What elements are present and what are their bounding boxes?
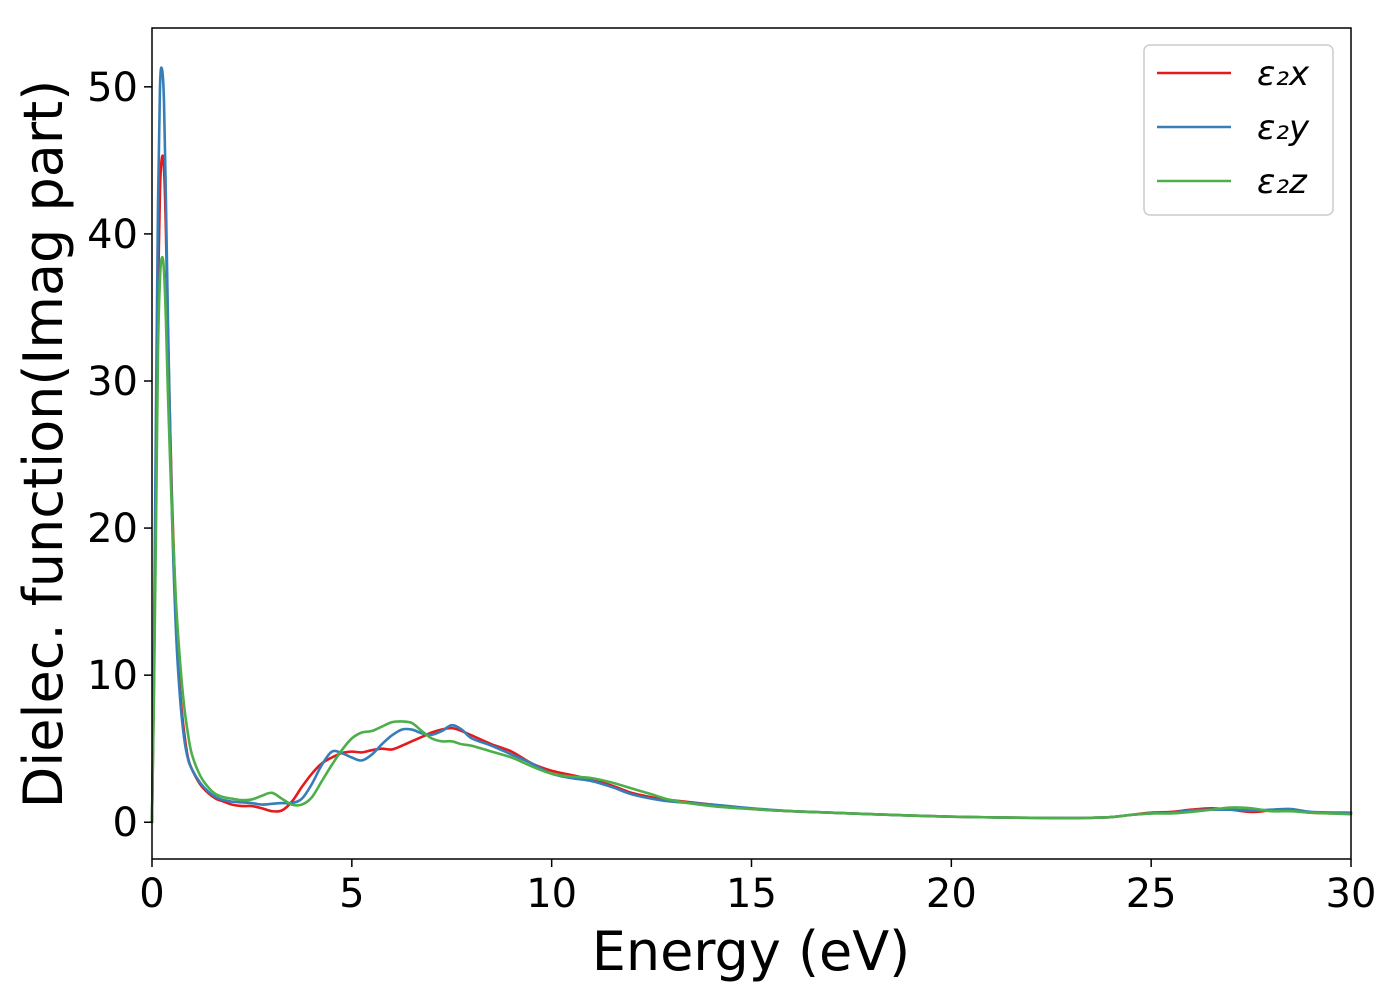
- x-axis-label: Energy (eV): [592, 920, 911, 983]
- y-axis-ticks: 0 10 20 30 40 50: [87, 65, 152, 846]
- legend-box: [1143, 44, 1334, 216]
- series-line-1: [150, 154, 1353, 824]
- x-axis-ticks: 0 5 10 15 20 25 30: [139, 859, 1376, 917]
- y-tick-label: 50: [87, 65, 138, 111]
- y-tick-label: 20: [87, 506, 138, 552]
- y-tick-label: 40: [87, 212, 138, 258]
- x-tick-label: 25: [1126, 871, 1177, 917]
- x-tick-label: 30: [1326, 871, 1377, 917]
- y-axis-label: Dielec. function(Imag part): [12, 80, 75, 809]
- x-tick-label: 15: [726, 871, 777, 917]
- x-tick-label: 5: [339, 871, 364, 917]
- legend-label: ε₂y: [1257, 108, 1310, 148]
- legend-label: ε₂z: [1257, 162, 1308, 202]
- series-line-3: [150, 255, 1353, 824]
- y-tick-label: 0: [113, 800, 138, 846]
- y-tick-label: 30: [87, 359, 138, 405]
- x-tick-label: 20: [926, 871, 977, 917]
- legend-label: ε₂x: [1257, 54, 1310, 94]
- x-tick-label: 10: [526, 871, 577, 917]
- legend-items: ε₂x ε₂y ε₂z: [1157, 54, 1310, 202]
- y-tick-label: 10: [87, 653, 138, 699]
- legend: ε₂x ε₂y ε₂z: [1143, 44, 1334, 216]
- series-lines: [150, 66, 1353, 824]
- x-tick-label: 0: [139, 871, 164, 917]
